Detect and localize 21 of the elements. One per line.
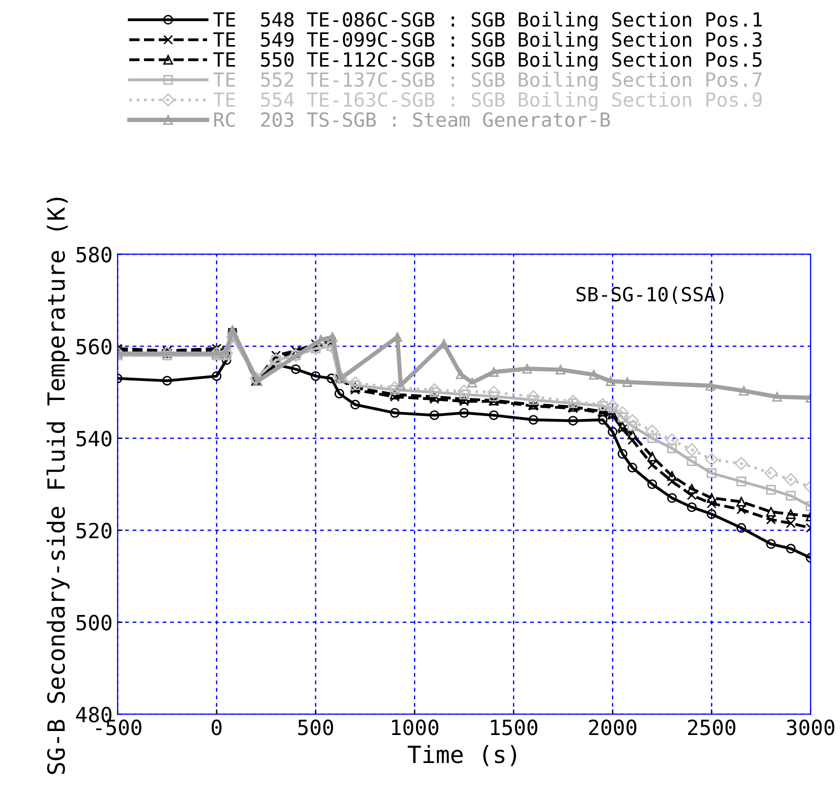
y-tick-label: 560: [76, 338, 112, 354]
legend-label: TE 552 TE-137C-SGB : SGB Boiling Section Pos.7: [213, 72, 762, 91]
x-axis-title: Time (s): [408, 745, 516, 766]
y-tick-label: 520: [76, 522, 112, 538]
legend-label: TE 549 TE-099C-SGB : SGB Boiling Section Pos.3: [213, 32, 762, 51]
x-tick-label: 0: [212, 720, 222, 736]
y-tick-label: 500: [76, 614, 112, 630]
x-tick-label: 1000: [392, 720, 438, 736]
x-tick-label: 2500: [688, 720, 736, 736]
y-axis-title: SG-B Secondary-side Fluid Temperature (K): [46, 198, 70, 774]
x-tick-label: 3000: [786, 720, 834, 736]
legend-label: TE 550 TE-112C-SGB : SGB Boiling Section Pos.5: [213, 52, 762, 71]
y-tick-label: 580: [76, 246, 112, 262]
x-tick-label: 500: [298, 720, 334, 736]
legend-label: RC 203 TS-SGB : Steam Generator-B: [214, 112, 610, 127]
annotation: SB-SG-10(SSA): [576, 286, 724, 304]
x-tick-label: 2000: [589, 720, 636, 736]
y-tick-label: 540: [76, 430, 112, 446]
legend-label: TE 554 TE-163C-SGB : SGB Boiling Section Pos.9: [213, 92, 762, 111]
legend-label: TE 548 TE-086C-SGB : SGB Boiling Section Pos.1: [213, 12, 762, 31]
x-tick-label: 1500: [491, 720, 538, 736]
